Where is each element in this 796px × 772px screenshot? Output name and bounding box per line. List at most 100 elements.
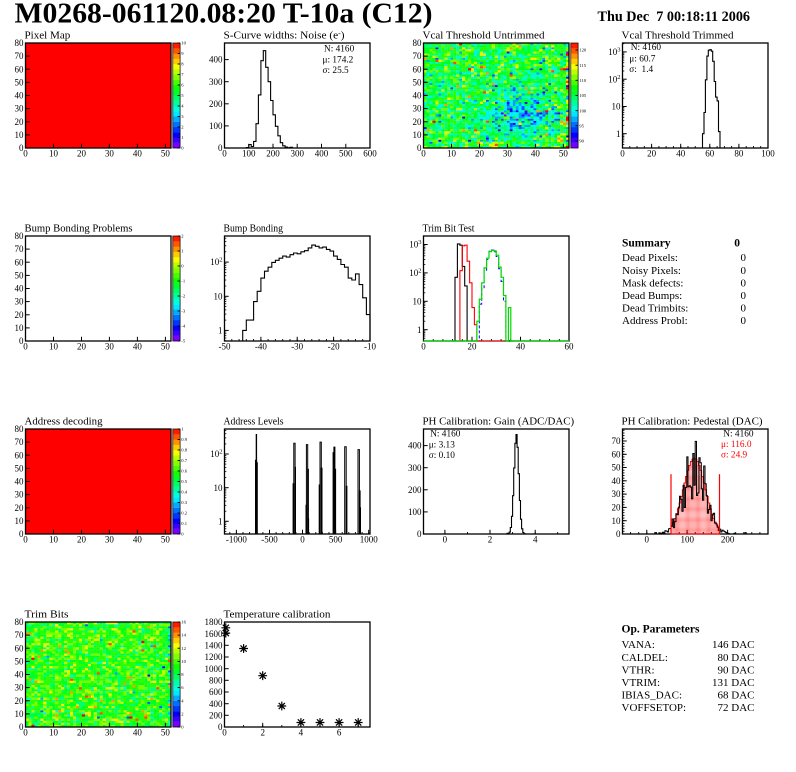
svg-text:0: 0 [181,264,184,269]
svg-text:0.8: 0.8 [181,448,187,453]
svg-text:20: 20 [15,117,25,127]
svg-text:400: 400 [209,55,223,65]
svg-text:1200: 1200 [205,652,224,662]
svg-text:0: 0 [222,148,227,158]
svg-text:1: 1 [218,516,223,526]
svg-text:N: 4160: N: 4160 [631,43,662,53]
svg-text:200: 200 [209,710,223,720]
svg-text:10: 10 [49,727,59,737]
svg-text:30: 30 [15,297,25,307]
svg-text:0: 0 [19,143,24,153]
svg-text:Dead Bumps:: Dead Bumps: [622,290,682,302]
svg-text:-1: -1 [181,279,186,284]
svg-text:-5: -5 [181,339,186,344]
svg-text:10: 10 [15,130,25,140]
svg-text:80: 80 [734,148,744,158]
svg-text:4: 4 [299,727,304,737]
svg-text:70: 70 [612,436,622,446]
svg-text:-2: -2 [181,294,186,299]
svg-text:Dead Trimbits:: Dead Trimbits: [622,303,688,315]
svg-text:500: 500 [329,534,343,544]
svg-text:60: 60 [15,257,25,267]
svg-text:102: 102 [210,449,222,460]
svg-text:Address Probl:: Address Probl: [622,315,688,327]
svg-text:0: 0 [19,336,24,346]
svg-text:1400: 1400 [205,640,224,650]
svg-text:400: 400 [315,148,329,158]
svg-text:30: 30 [15,104,25,114]
svg-text:20: 20 [77,341,87,351]
svg-text:10: 10 [214,291,224,301]
svg-text:50: 50 [15,271,25,281]
svg-text:40: 40 [612,476,622,486]
svg-text:8: 8 [181,62,184,67]
svg-text:20: 20 [475,148,485,158]
svg-text:70: 70 [15,437,25,447]
svg-text:3: 3 [181,114,184,119]
svg-text:30: 30 [503,148,513,158]
svg-text:20: 20 [413,117,423,127]
svg-text:50: 50 [161,534,171,544]
svg-text:Bump Bonding Problems: Bump Bonding Problems [25,224,133,235]
svg-text:90: 90 [579,139,584,144]
svg-text:50: 50 [612,463,622,473]
svg-text:60: 60 [15,450,25,460]
svg-text:80: 80 [15,424,25,434]
svg-text:110: 110 [579,78,586,83]
svg-text:0: 0 [741,252,747,264]
svg-text:102: 102 [409,268,421,279]
svg-text:20: 20 [77,727,87,737]
svg-text:30: 30 [105,341,115,351]
svg-text:0: 0 [19,722,24,732]
svg-text:0: 0 [23,727,28,737]
svg-text:20: 20 [77,534,87,544]
svg-text:1: 1 [616,129,621,139]
svg-text:50: 50 [413,78,423,88]
svg-text:30: 30 [15,683,25,693]
svg-text:4: 4 [533,534,538,544]
svg-text:N: 4160: N: 4160 [324,45,355,55]
svg-text:40: 40 [676,148,686,158]
svg-text:40: 40 [133,148,143,158]
svg-text:20: 20 [468,341,478,351]
svg-text:146 DAC: 146 DAC [712,639,754,651]
svg-text:-500: -500 [261,534,278,544]
svg-text:10: 10 [612,102,622,112]
svg-text:300: 300 [408,463,422,473]
svg-text:500: 500 [339,148,353,158]
svg-text:0: 0 [417,529,422,539]
svg-text:800: 800 [209,675,223,685]
svg-text:102: 102 [210,257,222,268]
svg-text:0.9: 0.9 [181,437,187,442]
svg-text:Address Levels: Address Levels [224,417,284,428]
svg-text:0: 0 [300,534,305,544]
svg-text:Vcal Threshold Trimmed: Vcal Threshold Trimmed [622,31,735,42]
svg-text:1: 1 [417,325,422,335]
svg-text:2: 2 [488,534,493,544]
svg-text:100: 100 [761,148,775,158]
svg-text:100: 100 [209,121,223,131]
svg-text:2: 2 [181,125,184,130]
svg-text:10: 10 [49,534,59,544]
svg-text:16: 16 [181,620,186,625]
svg-text:400: 400 [408,441,422,451]
svg-text:0: 0 [645,534,650,544]
svg-text:0: 0 [23,148,28,158]
svg-text:100: 100 [408,507,422,517]
svg-text:40: 40 [15,670,25,680]
svg-text:Address decoding: Address decoding [25,417,103,428]
svg-text:2: 2 [260,727,265,737]
svg-text:μ: 116.0: μ: 116.0 [721,440,752,450]
svg-text:1: 1 [181,135,184,140]
svg-text:105: 105 [579,93,587,98]
svg-text:300: 300 [209,77,223,87]
svg-text:1: 1 [218,326,223,336]
svg-text:2: 2 [181,234,184,239]
svg-text:0: 0 [741,303,747,315]
svg-text:30: 30 [612,489,622,499]
svg-text:30: 30 [105,534,115,544]
svg-text:μ: 60.7: μ: 60.7 [629,54,656,64]
svg-text:μ: 3.13: μ: 3.13 [429,440,456,450]
svg-text:0.4: 0.4 [181,490,187,495]
svg-text:1800: 1800 [205,617,224,627]
